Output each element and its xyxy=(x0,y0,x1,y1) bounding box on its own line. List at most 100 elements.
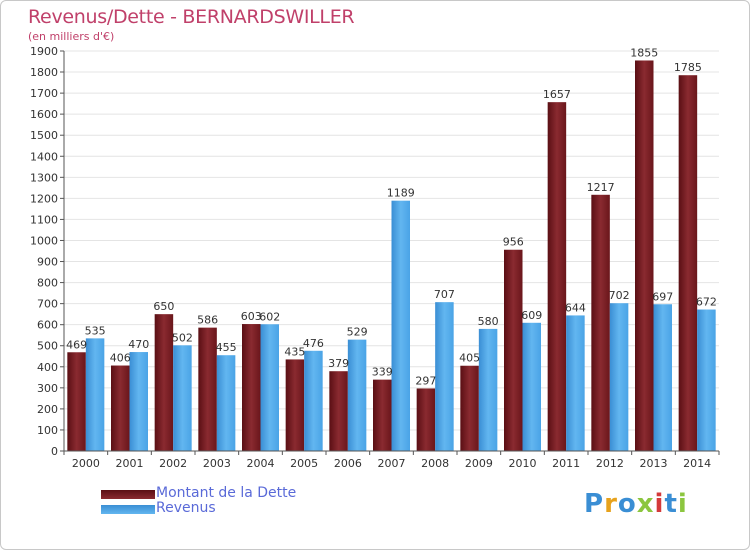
data-label-dette: 1855 xyxy=(630,46,658,59)
data-label-dette: 406 xyxy=(110,352,131,365)
bar-revenus xyxy=(260,324,279,451)
bar-revenus xyxy=(347,339,367,451)
y-tick-label: 100 xyxy=(37,424,58,437)
data-label-dette: 297 xyxy=(415,374,436,387)
bar-revenus xyxy=(522,322,541,451)
data-label-revenus: 672 xyxy=(696,296,717,309)
data-label-revenus: 529 xyxy=(347,326,368,339)
y-tick-label: 900 xyxy=(37,256,58,269)
y-tick-label: 400 xyxy=(37,361,58,374)
x-tick-label: 2002 xyxy=(159,457,187,470)
data-label-revenus: 707 xyxy=(434,288,455,301)
x-tick-label: 2011 xyxy=(552,457,580,470)
data-label-revenus: 455 xyxy=(216,341,237,354)
x-tick-label: 2008 xyxy=(421,457,449,470)
data-label-revenus: 470 xyxy=(128,338,149,351)
bar-dette xyxy=(329,371,348,451)
bar-revenus xyxy=(173,345,192,451)
bar-dette xyxy=(591,194,610,451)
x-tick-label: 2009 xyxy=(465,457,493,470)
legend: Montant de la Dette Revenus xyxy=(101,485,361,517)
bar-dette xyxy=(242,324,261,451)
bar-revenus xyxy=(566,315,585,451)
data-label-revenus: 502 xyxy=(172,331,193,344)
bar-revenus xyxy=(85,338,105,451)
y-tick-label: 1700 xyxy=(30,87,58,100)
logo-letter: r xyxy=(604,489,618,519)
y-tick-label: 500 xyxy=(37,340,58,353)
legend-label-revenus: Revenus xyxy=(156,500,216,516)
data-label-revenus: 609 xyxy=(521,309,542,322)
bar-revenus xyxy=(435,302,454,451)
bar-revenus xyxy=(216,355,236,451)
x-tick-label: 2005 xyxy=(290,457,318,470)
y-tick-label: 300 xyxy=(37,382,58,395)
data-label-dette: 603 xyxy=(241,310,262,323)
chart-subtitle: (en milliers d'€) xyxy=(28,30,115,43)
bar-revenus xyxy=(653,304,672,451)
data-label-dette: 469 xyxy=(66,338,87,351)
y-tick-label: 600 xyxy=(37,319,58,332)
y-tick-label: 1100 xyxy=(30,213,58,226)
data-label-revenus: 602 xyxy=(259,310,280,323)
x-axis: 2000 2001 2002 2003 2004 2005 2006 2007 2008 2009… xyxy=(63,450,720,470)
bar-dette xyxy=(154,314,174,451)
x-tick-label: 2003 xyxy=(203,457,231,470)
bar-revenus xyxy=(478,328,498,451)
data-label-dette: 339 xyxy=(372,366,393,379)
data-label-dette: 1785 xyxy=(674,61,702,74)
x-tick-label: 2007 xyxy=(378,457,406,470)
y-tick-label: 1000 xyxy=(30,234,58,247)
y-tick-label: 1400 xyxy=(30,150,58,163)
data-label-dette: 586 xyxy=(197,314,218,327)
logo-letter: i xyxy=(654,489,665,519)
data-label-revenus: 644 xyxy=(565,301,586,314)
bar-revenus xyxy=(129,352,148,451)
y-tick-label: 1500 xyxy=(30,129,58,142)
bars xyxy=(67,60,716,452)
x-tick-label: 2001 xyxy=(116,457,144,470)
data-label-dette: 1217 xyxy=(587,181,615,194)
legend-item-dette: Montant de la Dette xyxy=(101,485,361,502)
y-tick-label: 800 xyxy=(37,277,58,290)
x-tick-label: 2014 xyxy=(683,457,711,470)
x-tick-label: 2006 xyxy=(334,457,362,470)
legend-item-revenus: Revenus xyxy=(101,500,361,517)
y-tick-label: 0 xyxy=(51,445,58,458)
y-tick-label: 1800 xyxy=(30,66,58,79)
x-tick-label: 2012 xyxy=(596,457,624,470)
logo-letter: P xyxy=(584,489,605,519)
data-label-revenus: 580 xyxy=(478,315,499,328)
bar-dette xyxy=(416,388,436,451)
data-label-dette: 405 xyxy=(459,352,480,365)
bar-dette xyxy=(504,249,523,451)
y-tick-label: 200 xyxy=(37,403,58,416)
data-label-dette: 650 xyxy=(153,300,174,313)
bar-dette xyxy=(635,60,654,451)
data-label-dette: 435 xyxy=(284,345,305,358)
logo-letter: x xyxy=(636,489,655,519)
y-tick-label: 1600 xyxy=(30,108,58,121)
logo-letter: t xyxy=(664,489,678,519)
data-label-revenus: 702 xyxy=(609,289,630,302)
logo-letter: i xyxy=(677,489,688,519)
data-label-revenus: 1189 xyxy=(387,187,415,200)
data-label-dette: 1657 xyxy=(543,88,571,101)
legend-swatch-revenus xyxy=(101,505,155,514)
x-tick-label: 2004 xyxy=(247,457,275,470)
y-axis: 0 100 200 300 400 500 600 700 800 900 1000 1100 1200… xyxy=(30,45,65,458)
bar-dette xyxy=(198,327,217,451)
data-label-revenus: 697 xyxy=(652,290,673,303)
bar-dette xyxy=(111,365,130,451)
bar-dette xyxy=(547,102,567,451)
bar-revenus xyxy=(609,303,629,451)
logo-letter: o xyxy=(617,489,637,519)
bar-revenus xyxy=(697,309,716,451)
x-tick-label: 2000 xyxy=(72,457,100,470)
bar-dette xyxy=(460,365,479,451)
y-tick-label: 1200 xyxy=(30,192,58,205)
data-label-dette: 379 xyxy=(328,357,349,370)
